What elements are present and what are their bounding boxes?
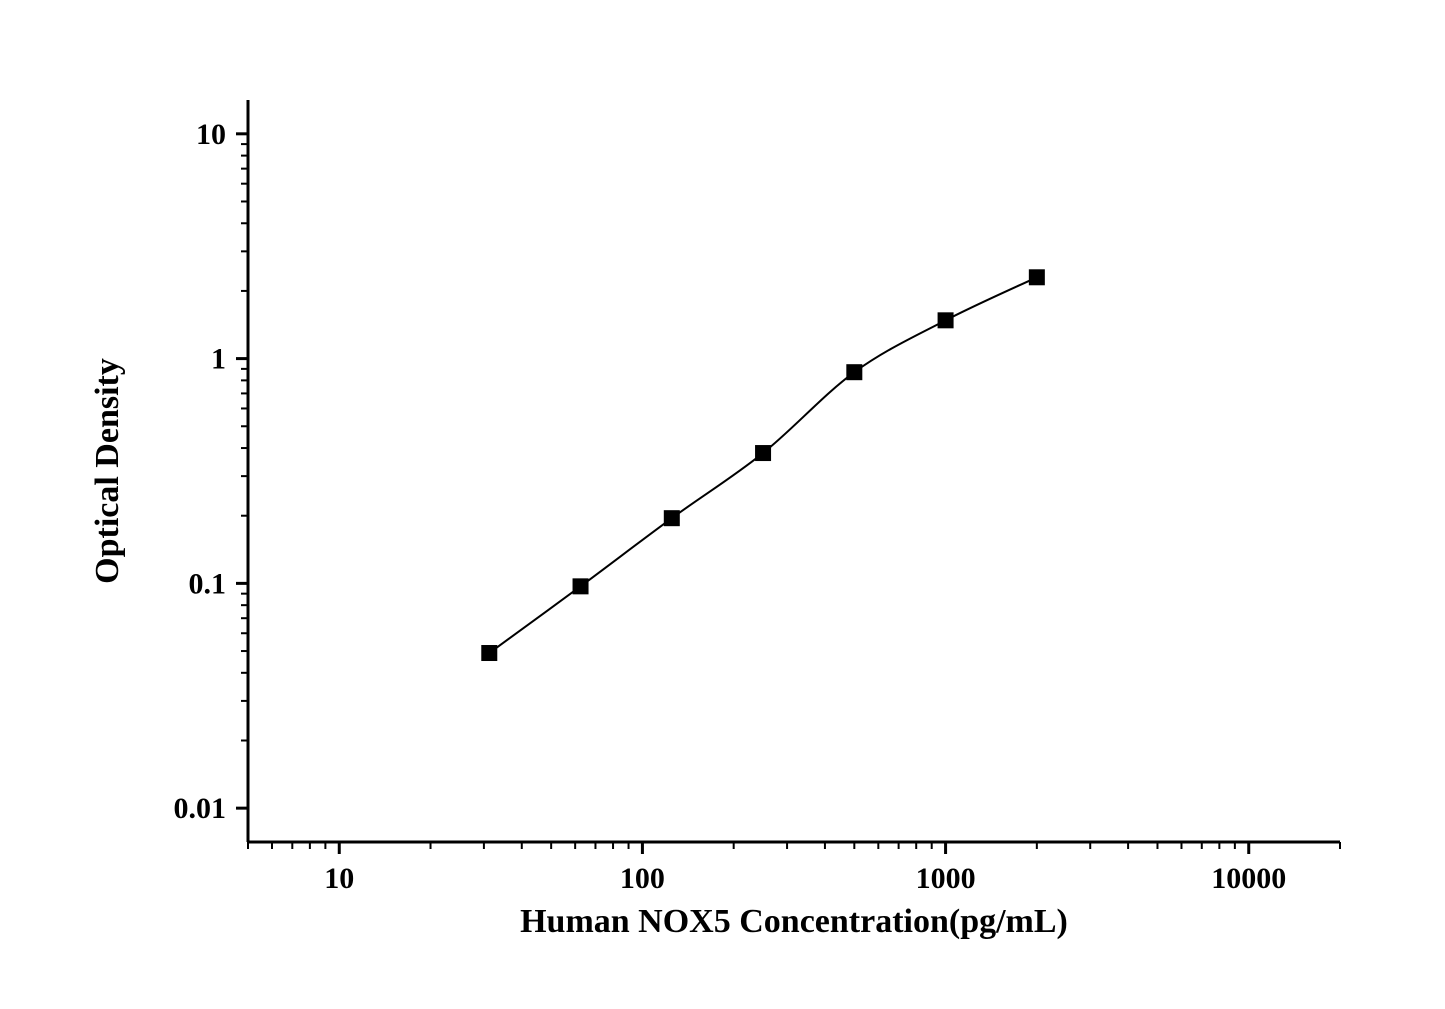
x-tick-label: 100 — [620, 862, 665, 895]
y-tick-label: 0.1 — [189, 567, 227, 600]
y-tick-label: 1 — [211, 343, 226, 376]
y-axis-label: Optical Density — [89, 358, 126, 584]
data-marker — [573, 578, 589, 594]
data-marker — [664, 510, 680, 526]
x-axis-label: Human NOX5 Concentration(pg/mL) — [520, 903, 1068, 940]
x-tick-label: 10000 — [1211, 862, 1286, 895]
x-tick-label: 1000 — [916, 862, 976, 895]
data-marker — [846, 364, 862, 380]
y-tick-label: 0.01 — [174, 792, 227, 825]
chart-svg: 10 100 1000 10000 0.01 0.1 1 10 Human NOX5 Conce… — [0, 0, 1445, 1009]
chart-container: 10 100 1000 10000 0.01 0.1 1 10 Human NOX5 Conce… — [0, 0, 1445, 1009]
data-marker — [938, 312, 954, 328]
data-marker — [755, 445, 771, 461]
data-marker — [481, 645, 497, 661]
data-marker — [1029, 269, 1045, 285]
x-tick-label: 10 — [324, 862, 354, 895]
y-tick-label: 10 — [196, 118, 226, 151]
data-line — [489, 277, 1037, 653]
